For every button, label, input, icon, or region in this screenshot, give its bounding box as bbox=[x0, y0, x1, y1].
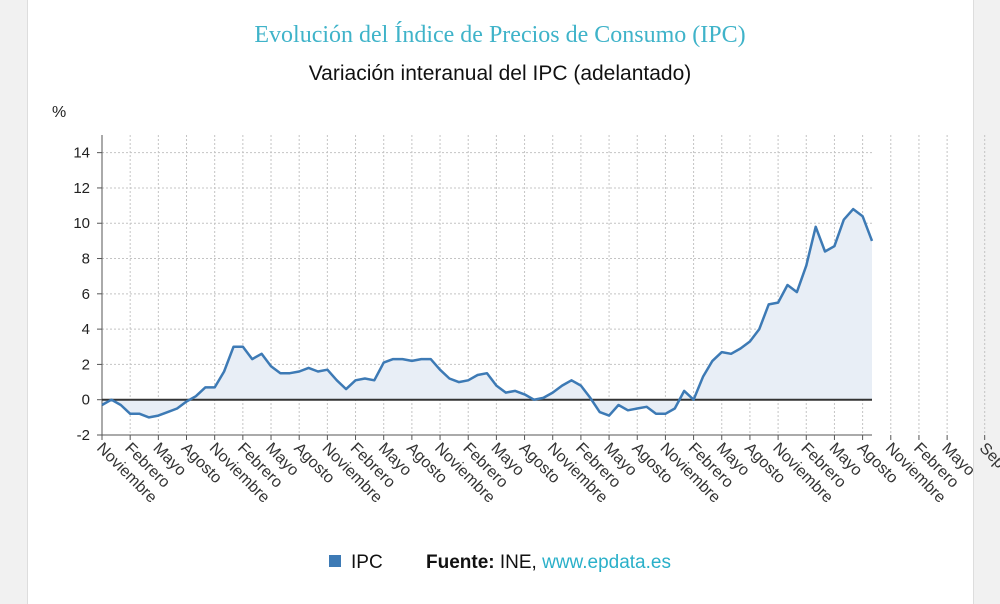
y-tick-label: 6 bbox=[82, 286, 90, 303]
legend-label-ipc: IPC bbox=[351, 552, 383, 573]
series-area-fill bbox=[102, 209, 872, 418]
y-tick-label: 0 bbox=[82, 392, 90, 409]
series-area bbox=[102, 209, 872, 418]
chart-subtitle: Variación interanual del IPC (adelantado… bbox=[308, 62, 692, 85]
y-tick-labels: -2 0 2 4 6 8 10 12 14 bbox=[73, 145, 90, 444]
y-tick-label: 2 bbox=[82, 356, 90, 373]
y-tick-label: -2 bbox=[77, 427, 90, 444]
legend-swatch-ipc bbox=[329, 554, 342, 567]
x-tick-labels: NoviembreFebreroMayoAgostoNoviembreFebre… bbox=[93, 440, 1000, 510]
y-tick-label: 14 bbox=[73, 145, 90, 162]
source-link[interactable]: www.epdata.es bbox=[542, 552, 671, 573]
source-label: Fuente: bbox=[425, 552, 495, 573]
y-tick-label: 10 bbox=[73, 215, 90, 232]
y-tick-label: 8 bbox=[82, 251, 90, 268]
legend: IPC Fuente: INE, www.epdata.es bbox=[0, 552, 1000, 574]
x-tick-label: Septiembre bbox=[976, 440, 1000, 510]
y-axis-label: % bbox=[52, 104, 67, 121]
series-line-ipc bbox=[101, 207, 874, 419]
source-text: INE, bbox=[499, 552, 537, 573]
series-line-group bbox=[101, 207, 874, 419]
y-tick-label: 4 bbox=[82, 321, 90, 338]
chart-title: Evolución del Índice de Precios de Consu… bbox=[254, 22, 746, 48]
y-tick-label: 12 bbox=[73, 180, 90, 197]
axes bbox=[97, 135, 986, 440]
